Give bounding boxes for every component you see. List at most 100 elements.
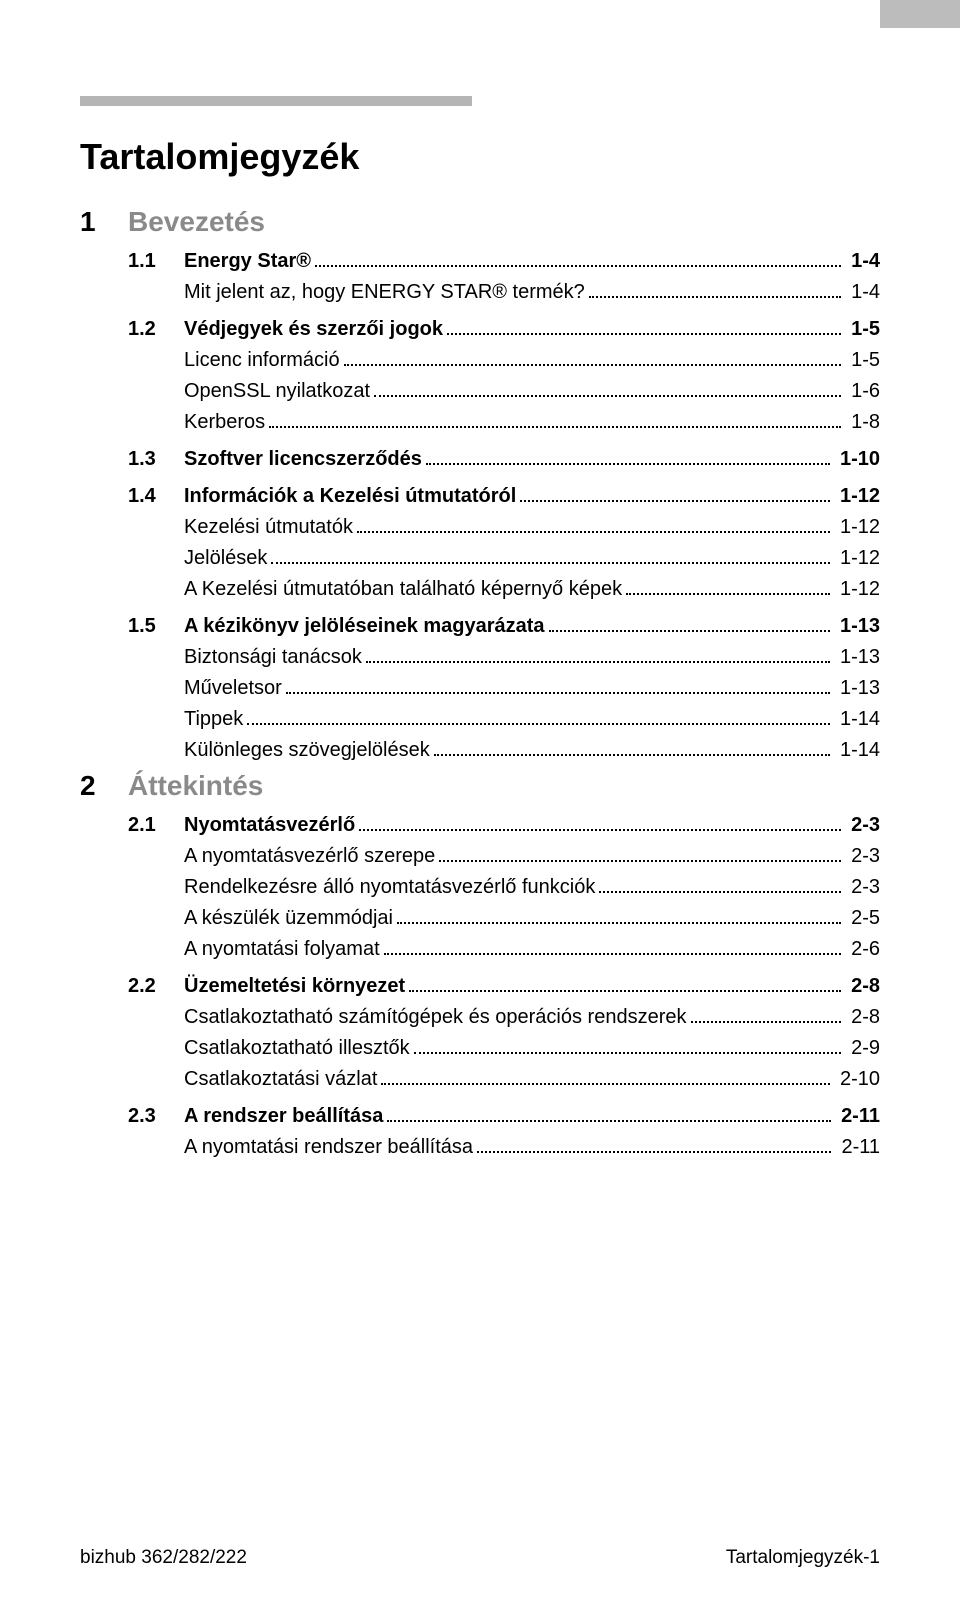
- sub-item-label: Jelölések: [184, 543, 267, 574]
- page-footer: bizhub 362/282/222 Tartalomjegyzék-1: [80, 1547, 880, 1569]
- sub-item-page: 1-12: [836, 512, 880, 543]
- sub-item-row: A nyomtatási folyamat 2-6: [80, 934, 880, 965]
- leader-dots: [626, 585, 830, 595]
- sub-item-page: 2-3: [847, 872, 880, 903]
- sub-item-label: Különleges szövegjelölések: [184, 735, 430, 766]
- section-label: A kézikönyv jelöléseinek magyarázata: [184, 611, 545, 642]
- leader-dots: [315, 257, 841, 267]
- section-number: 1.4: [80, 481, 184, 512]
- toc-page: Tartalomjegyzék 1Bevezetés 1.1Energy Star…: [0, 0, 960, 1607]
- sub-item-page: 1-14: [836, 735, 880, 766]
- leader-dots: [434, 746, 830, 756]
- sub-item-row: A nyomtatásvezérlő szerepe 2-3: [80, 841, 880, 872]
- leader-dots: [691, 1013, 842, 1023]
- sub-item-page: 2-11: [837, 1132, 880, 1163]
- leader-dots: [384, 945, 841, 955]
- section-number: 1.2: [80, 314, 184, 345]
- section-page: 2-8: [847, 971, 880, 1002]
- sub-item-page: 1-4: [847, 277, 880, 308]
- sub-item-label: A készülék üzemmódjai: [184, 903, 393, 934]
- sub-item-row: Licenc információ 1-5: [80, 345, 880, 376]
- toc-body: 1Bevezetés1.1Energy Star®1-4Mit jelent a…: [80, 206, 880, 1163]
- leader-dots: [426, 455, 830, 465]
- sub-item-label: Licenc információ: [184, 345, 340, 376]
- footer-left: bizhub 362/282/222: [80, 1547, 247, 1569]
- footer-right: Tartalomjegyzék-1: [726, 1547, 880, 1569]
- chapter-label: Bevezetés: [128, 206, 265, 237]
- leader-dots: [381, 1075, 830, 1085]
- section-page: 1-5: [847, 314, 880, 345]
- sub-item-label: A Kezelési útmutatóban található képerny…: [184, 574, 622, 605]
- sub-item-row: Biztonsági tanácsok 1-13: [80, 642, 880, 673]
- section-page: 1-4: [847, 246, 880, 277]
- leader-dots: [374, 387, 841, 397]
- leader-dots: [271, 554, 830, 564]
- sub-item-page: 2-3: [847, 841, 880, 872]
- page-corner-tab: [880, 0, 960, 28]
- sub-item-label: Csatlakoztatható számítógépek és operáci…: [184, 1002, 687, 1033]
- sub-item-row: Rendelkezésre álló nyomtatásvezérlő funk…: [80, 872, 880, 903]
- section-label: Energy Star®: [184, 246, 311, 277]
- leader-dots: [439, 852, 841, 862]
- leader-dots: [477, 1143, 831, 1153]
- leader-dots: [589, 288, 841, 298]
- page-title: Tartalomjegyzék: [80, 136, 880, 178]
- sub-item-row: Kezelési útmutatók 1-12: [80, 512, 880, 543]
- sub-item-row: Jelölések 1-12: [80, 543, 880, 574]
- sub-item-label: OpenSSL nyilatkozat: [184, 376, 370, 407]
- section-label: A rendszer beállítása: [184, 1101, 383, 1132]
- leader-dots: [247, 715, 830, 725]
- sub-item-label: Mit jelent az, hogy ENERGY STAR® termék?: [184, 277, 585, 308]
- sub-item-page: 2-9: [847, 1033, 880, 1064]
- section-page: 1-13: [836, 611, 880, 642]
- sub-item-page: 2-8: [847, 1002, 880, 1033]
- sub-item-page: 1-13: [836, 642, 880, 673]
- sub-item-label: A nyomtatási folyamat: [184, 934, 380, 965]
- sub-item-row: OpenSSL nyilatkozat1-6: [80, 376, 880, 407]
- section-row: 2.2Üzemeltetési környezet2-8: [80, 971, 880, 1002]
- leader-dots: [397, 914, 841, 924]
- leader-dots: [409, 982, 841, 992]
- chapter-number: 1: [80, 206, 128, 238]
- sub-item-page: 1-12: [836, 543, 880, 574]
- leader-dots: [414, 1044, 841, 1054]
- sub-item-row: Csatlakoztatható illesztők2-9: [80, 1033, 880, 1064]
- sub-item-page: 2-5: [847, 903, 880, 934]
- chapter-number: 2: [80, 770, 128, 802]
- section-number: 2.1: [80, 810, 184, 841]
- sub-item-row: Mit jelent az, hogy ENERGY STAR® termék?…: [80, 277, 880, 308]
- section-row: 1.3Szoftver licencszerződés1-10: [80, 444, 880, 475]
- section-label: Védjegyek és szerzői jogok: [184, 314, 443, 345]
- toc-chapter: 2Áttekintés2.1Nyomtatásvezérlő2-3A nyomt…: [80, 770, 880, 1163]
- sub-item-row: Különleges szövegjelölések 1-14: [80, 735, 880, 766]
- section-row: 1.4Információk a Kezelési útmutatóról1-1…: [80, 481, 880, 512]
- sub-item-page: 2-6: [847, 934, 880, 965]
- chapter-heading: 1Bevezetés: [80, 206, 880, 238]
- section-row: 1.2Védjegyek és szerzői jogok 1-5: [80, 314, 880, 345]
- sub-item-label: Kezelési útmutatók: [184, 512, 353, 543]
- sub-item-row: A nyomtatási rendszer beállítása2-11: [80, 1132, 880, 1163]
- sub-item-label: A nyomtatásvezérlő szerepe: [184, 841, 435, 872]
- sub-item-page: 1-13: [836, 673, 880, 704]
- chapter-heading: 2Áttekintés: [80, 770, 880, 802]
- section-page: 2-11: [837, 1101, 880, 1132]
- sub-item-label: Biztonsági tanácsok: [184, 642, 362, 673]
- section-number: 2.2: [80, 971, 184, 1002]
- leader-dots: [366, 653, 830, 663]
- sub-item-row: Tippek1-14: [80, 704, 880, 735]
- section-row: 2.3A rendszer beállítása 2-11: [80, 1101, 880, 1132]
- section-number: 1.1: [80, 246, 184, 277]
- sub-item-label: Kerberos: [184, 407, 265, 438]
- section-page: 1-10: [836, 444, 880, 475]
- sub-item-page: 1-14: [836, 704, 880, 735]
- sub-item-row: Műveletsor 1-13: [80, 673, 880, 704]
- sub-item-label: Műveletsor: [184, 673, 282, 704]
- section-number: 2.3: [80, 1101, 184, 1132]
- section-page: 1-12: [836, 481, 880, 512]
- sub-item-row: A Kezelési útmutatóban található képerny…: [80, 574, 880, 605]
- leader-dots: [269, 418, 841, 428]
- sub-item-page: 1-5: [847, 345, 880, 376]
- leader-dots: [520, 492, 830, 502]
- section-label: Nyomtatásvezérlő: [184, 810, 355, 841]
- leader-dots: [599, 883, 841, 893]
